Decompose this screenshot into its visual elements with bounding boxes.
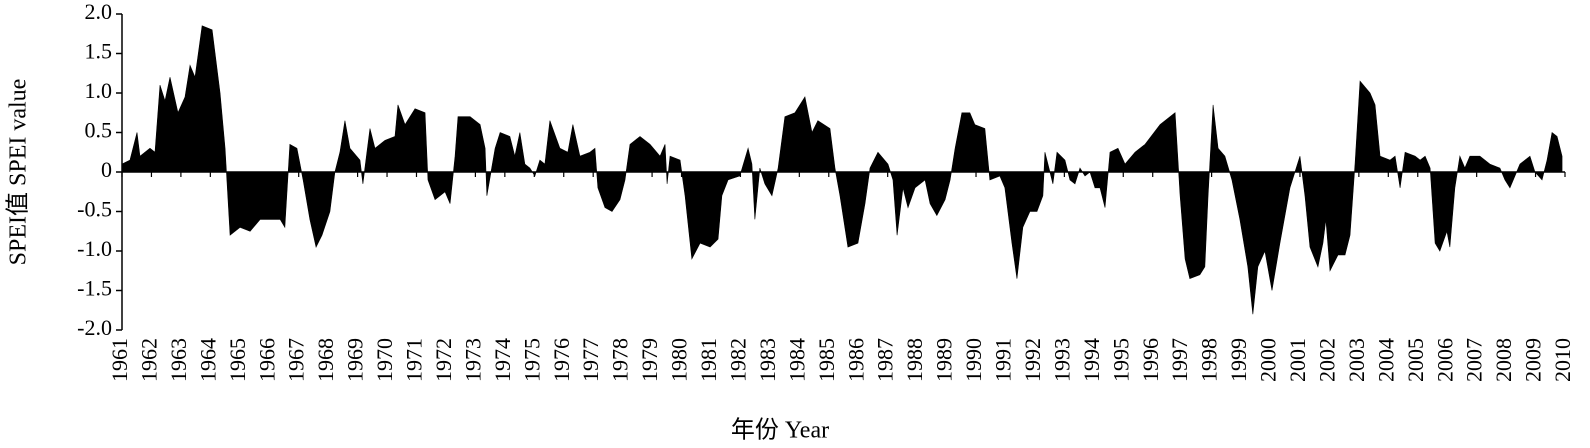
y-tick-label: 2.0: [85, 0, 113, 24]
x-tick-label: 2003: [1344, 338, 1369, 382]
x-tick-label: 1990: [961, 338, 986, 382]
x-tick-label: 1968: [313, 338, 338, 382]
x-tick-label: 1970: [372, 338, 397, 382]
x-tick-label: 2010: [1550, 338, 1575, 382]
x-tick-label: 1972: [431, 338, 456, 382]
x-tick-label: 1974: [490, 338, 515, 382]
x-tick-label: 1996: [1138, 338, 1163, 382]
x-tick-label: 2002: [1314, 338, 1339, 382]
x-tick-label: 1999: [1226, 338, 1251, 382]
x-tick-label: 1981: [696, 338, 721, 382]
x-tick-label: 1965: [225, 338, 250, 382]
x-tick-label: 2006: [1432, 338, 1457, 382]
x-tick-label: 1967: [284, 338, 309, 382]
x-tick-label: 1976: [549, 338, 574, 382]
x-tick-label: 1994: [1079, 338, 1104, 382]
x-tick-label: 1973: [460, 338, 485, 382]
x-tick-label: 1969: [343, 338, 368, 382]
x-tick-label: 1980: [667, 338, 692, 382]
x-tick-label: 1989: [932, 338, 957, 382]
y-tick-label: -1.0: [77, 236, 112, 261]
x-tick-label: 1998: [1197, 338, 1222, 382]
x-tick-label: 1985: [814, 338, 839, 382]
y-tick-label: 0.5: [85, 118, 113, 143]
x-tick-label: 1988: [902, 338, 927, 382]
x-tick-label: 1992: [1020, 338, 1045, 382]
x-tick-label: 1971: [402, 338, 427, 382]
y-axis-title: SPEI值 SPEI value: [5, 79, 32, 266]
x-tick-label: 1991: [991, 338, 1016, 382]
x-axis-title: 年份 Year: [731, 417, 829, 444]
x-tick-label: 2001: [1285, 338, 1310, 382]
y-tick-label: -2.0: [77, 315, 112, 340]
y-tick-label: 0: [101, 157, 112, 182]
y-tick-label: -0.5: [77, 197, 112, 222]
x-tick-label: 1975: [519, 338, 544, 382]
x-tick-label: 2004: [1373, 338, 1398, 382]
x-tick-label: 1987: [873, 338, 898, 382]
x-tick-label: 2009: [1521, 338, 1546, 382]
x-tick-label: 2007: [1462, 338, 1487, 382]
y-tick-label: 1.5: [85, 39, 113, 64]
area: [121, 25, 1563, 315]
x-tick-label: 1986: [843, 338, 868, 382]
x-tick-label: 1977: [578, 338, 603, 382]
y-tick-label: 1.0: [85, 78, 113, 103]
y-tick-label: -1.5: [77, 276, 112, 301]
x-tick-label: 1966: [254, 338, 279, 382]
x-tick-label: 1964: [195, 338, 220, 382]
x-tick-label: 1962: [136, 338, 161, 382]
x-tick-label: 2005: [1403, 338, 1428, 382]
x-tick-label: 1978: [608, 338, 633, 382]
x-tick-label: 1984: [784, 338, 809, 382]
x-tick-label: 1982: [725, 338, 750, 382]
x-tick-label: 1983: [755, 338, 780, 382]
x-tick-label: 1993: [1049, 338, 1074, 382]
x-tick-label: 1995: [1108, 338, 1133, 382]
x-tick-label: 1963: [166, 338, 191, 382]
x-tick-label: 1961: [107, 338, 132, 382]
x-tick-label: 1979: [637, 338, 662, 382]
x-tick-label: 2008: [1491, 338, 1516, 382]
x-tick-label: 1997: [1167, 338, 1192, 382]
x-tick-label: 2000: [1256, 338, 1281, 382]
